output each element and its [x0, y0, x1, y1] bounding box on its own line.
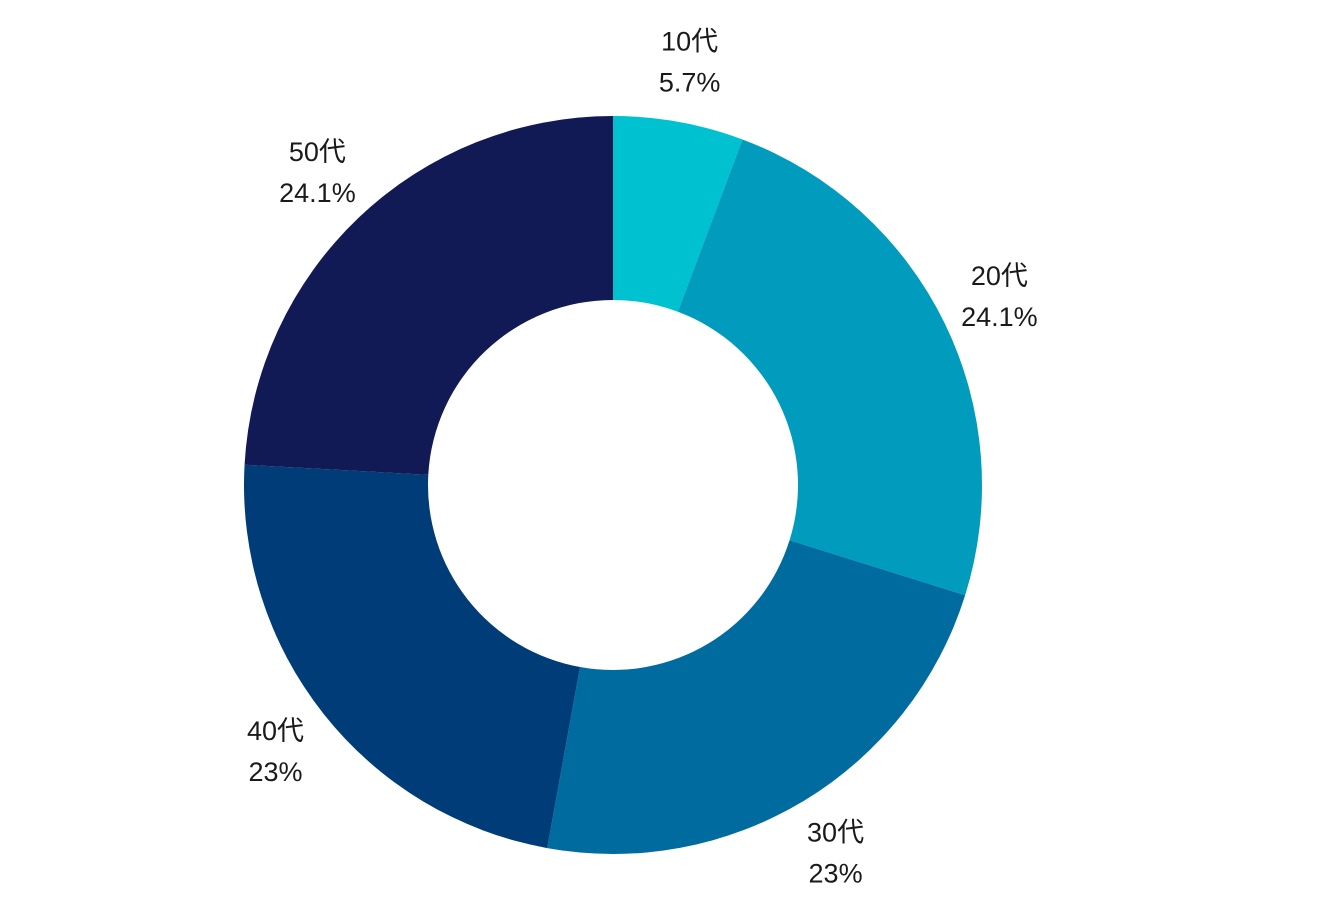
- slice-value-label: 24.1%: [279, 178, 356, 208]
- donut-slice-5: [244, 116, 613, 475]
- slice-labels: 10代 5.7% 20代 24.1% 30代 23% 40代 23% 50代 24.1%: [247, 26, 1038, 888]
- donut-slice-2: [677, 139, 983, 596]
- slice-category-label: 30代: [807, 817, 864, 847]
- slice-category-label: 10代: [661, 26, 718, 56]
- donut-slices: [243, 116, 983, 854]
- slice-value-label: 23%: [809, 858, 863, 888]
- donut-slice-1: [613, 116, 743, 312]
- slice-category-label: 40代: [247, 716, 304, 746]
- donut-slice-3: [547, 540, 966, 854]
- slice-value-label: 24.1%: [961, 302, 1038, 332]
- slice-value-label: 5.7%: [659, 67, 721, 97]
- slice-value-label: 23%: [248, 757, 302, 787]
- slice-category-label: 50代: [289, 137, 346, 167]
- slice-category-label: 20代: [971, 261, 1028, 291]
- donut-slice-4: [243, 464, 581, 849]
